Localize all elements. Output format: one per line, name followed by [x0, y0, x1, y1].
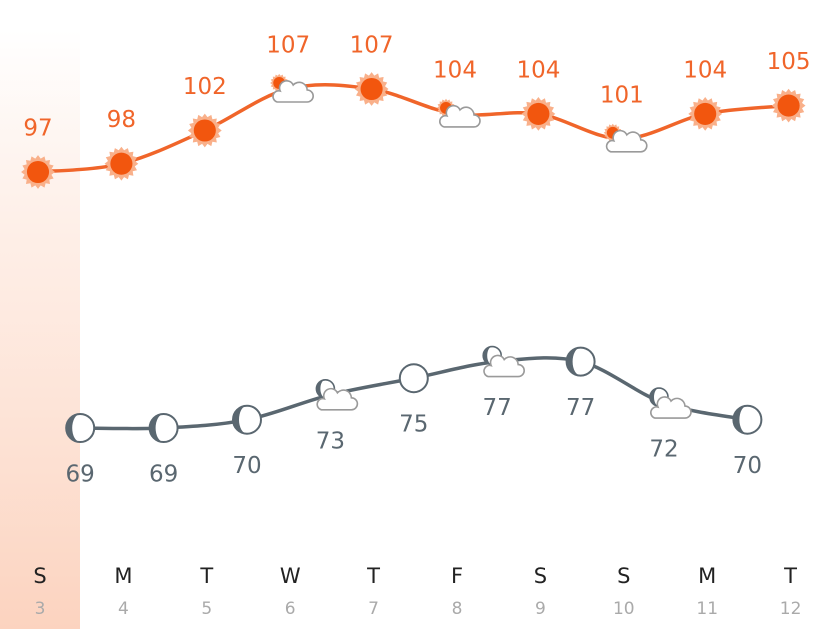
day-label: S	[33, 564, 46, 588]
day-label: S	[534, 564, 547, 588]
weather-icon-moon	[148, 413, 179, 443]
weather-icon-moon-cloud	[482, 345, 525, 378]
temperature-label: 69	[66, 462, 95, 488]
weather-icon-sun	[771, 88, 806, 123]
weather-icon-moon	[65, 413, 96, 443]
temperature-label: 107	[350, 33, 394, 59]
moon-shadow	[483, 346, 493, 365]
day-label: W	[280, 564, 301, 588]
temperature-label: 75	[399, 412, 428, 438]
day-label: M	[698, 564, 716, 588]
temperature-label: 104	[516, 57, 560, 83]
cloud	[483, 354, 525, 378]
cloud	[316, 387, 359, 411]
moon-shadow	[650, 388, 659, 407]
sun-core	[193, 119, 216, 142]
day-label: M	[114, 564, 132, 588]
weather-icon-sun-cloud	[436, 98, 481, 128]
date-label: 11	[696, 599, 718, 619]
date-label: 3	[35, 599, 46, 619]
day-label: T	[199, 564, 213, 588]
weather-icon-sun	[187, 113, 222, 148]
cloud	[650, 396, 692, 419]
day-label: T	[366, 564, 380, 588]
moon-disc	[398, 363, 429, 394]
weather-icon-moon-cloud	[649, 387, 692, 419]
sun-core	[110, 152, 133, 175]
cloud	[439, 104, 481, 128]
date-label: 6	[285, 599, 296, 619]
temperature-label: 104	[433, 57, 477, 83]
temperature-label: 77	[566, 395, 595, 421]
temperature-label: 69	[149, 462, 178, 488]
temperature-label: 77	[483, 395, 512, 421]
temperature-label: 73	[316, 428, 345, 454]
weather-icon-sun-cloud	[270, 73, 314, 103]
day-label: T	[783, 564, 797, 588]
day-label: F	[451, 564, 463, 588]
temperature-label: 98	[107, 107, 136, 133]
cloud	[272, 80, 314, 103]
date-label: 7	[368, 599, 379, 619]
moon-shadow	[149, 414, 164, 442]
today-highlight	[0, 30, 80, 629]
weather-icon-sun	[354, 72, 389, 106]
weather-icon-moon	[732, 404, 763, 435]
temperature-label: 101	[600, 82, 644, 108]
day-label: S	[617, 564, 630, 588]
date-label: 4	[118, 599, 129, 619]
sun-core	[26, 160, 50, 184]
temperature-label: 72	[649, 437, 678, 463]
moon-shadow	[233, 405, 247, 434]
weather-icon-sun-cloud	[603, 123, 648, 153]
moon-shadow	[316, 379, 326, 398]
weather-icon-moon	[565, 346, 596, 377]
weather-icon-moon	[232, 404, 262, 435]
date-label: 10	[613, 599, 635, 619]
cloud	[605, 129, 648, 153]
weather-icon-sun	[21, 155, 55, 189]
sun-core	[360, 77, 383, 101]
temperature-label: 102	[183, 74, 227, 100]
temperature-label: 105	[767, 49, 811, 75]
sun-core	[527, 102, 550, 125]
temperature-label: 97	[23, 116, 52, 142]
moon-shadow	[733, 405, 748, 434]
sun-core	[694, 102, 717, 125]
temperature-label: 104	[683, 57, 727, 83]
date-label: 9	[535, 599, 546, 619]
weather-icon-sun	[521, 97, 556, 131]
temperature-label: 107	[266, 33, 310, 59]
date-label: 8	[452, 599, 463, 619]
weather-icon-moon-cloud	[315, 378, 359, 411]
weather-icon-sun	[688, 97, 723, 131]
temperature-line	[37, 83, 789, 174]
sun-core	[777, 94, 800, 117]
weather-icon-full-moon	[398, 363, 429, 394]
temperature-label: 70	[733, 453, 762, 479]
moon-shadow	[66, 414, 81, 442]
date-label: 5	[201, 599, 212, 619]
temperature-label: 70	[232, 453, 261, 479]
weather-icon-sun	[104, 146, 139, 181]
date-label: 12	[780, 599, 802, 619]
moon-shadow	[566, 347, 581, 376]
